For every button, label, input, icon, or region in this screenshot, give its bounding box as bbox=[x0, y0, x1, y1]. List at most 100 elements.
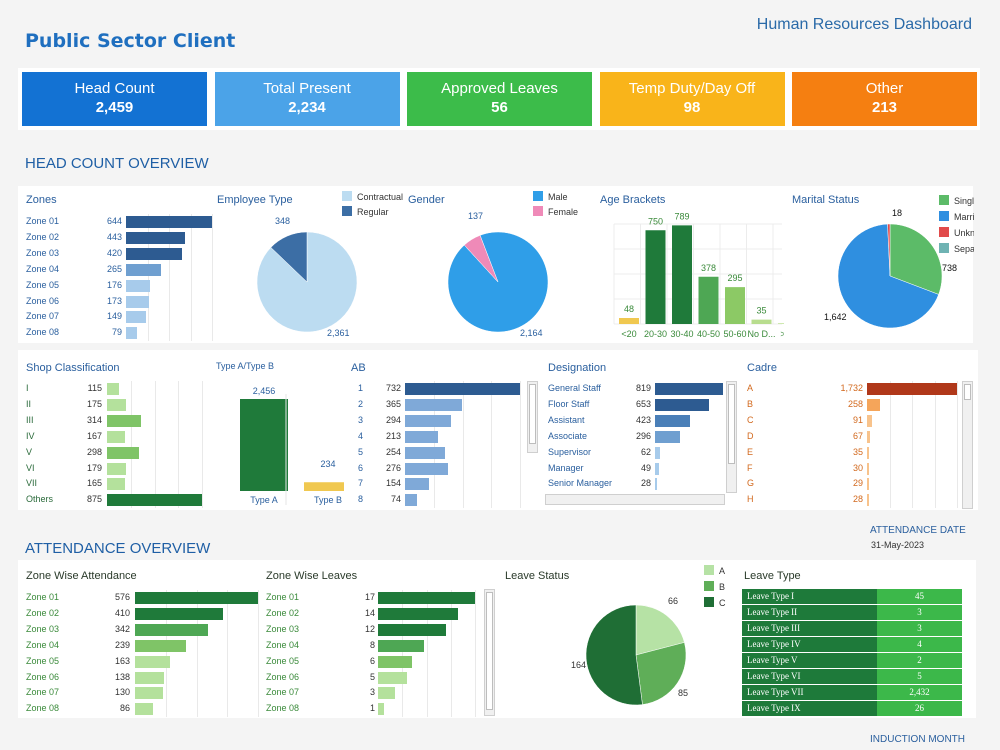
zones-row[interactable]: Zone 05 176 bbox=[26, 278, 216, 294]
leave-type-row[interactable]: Leave Type VII 2,432 bbox=[742, 685, 962, 701]
zone-leaves-scrollbar[interactable] bbox=[484, 589, 495, 716]
legend-item-single[interactable]: Single bbox=[939, 195, 974, 206]
legend-item-unknown[interactable]: Unknown bbox=[939, 227, 974, 238]
cadre-row[interactable]: D 67 bbox=[747, 429, 962, 445]
zones-row[interactable]: Zone 08 79 bbox=[26, 325, 216, 341]
shop-row[interactable]: V 298 bbox=[26, 445, 216, 461]
zone_leaves-row[interactable]: Zone 08 1 bbox=[266, 701, 484, 717]
zones-row[interactable]: Zone 03 420 bbox=[26, 246, 216, 262]
cadre-row[interactable]: G 29 bbox=[747, 476, 962, 492]
designation-scrollbar[interactable] bbox=[726, 381, 737, 493]
designation-row[interactable]: Assistant 423 bbox=[548, 413, 728, 429]
designation-row[interactable]: General Staff 819 bbox=[548, 381, 728, 397]
shop-row[interactable]: VII 165 bbox=[26, 476, 216, 492]
shop-row[interactable]: Others 875 bbox=[26, 492, 216, 508]
attendance-date-value[interactable]: 31-May-2023 bbox=[871, 540, 925, 550]
zone_att-row[interactable]: Zone 01 576 bbox=[26, 590, 258, 606]
zone_leaves-row[interactable]: Zone 06 5 bbox=[266, 670, 484, 686]
legend-item-male[interactable]: Male bbox=[533, 191, 568, 202]
cadre-row[interactable]: E 35 bbox=[747, 445, 962, 461]
zone_leaves-row[interactable]: Zone 04 8 bbox=[266, 638, 484, 654]
legend-item-married[interactable]: Married bbox=[939, 211, 974, 222]
age-bar[interactable] bbox=[672, 225, 692, 324]
ab-row[interactable]: 7 154 bbox=[358, 476, 528, 492]
leave-type-row[interactable]: Leave Type III 3 bbox=[742, 621, 962, 637]
age-bar[interactable] bbox=[778, 323, 784, 324]
zone_leaves-row[interactable]: Zone 05 6 bbox=[266, 654, 484, 670]
shop-row[interactable]: IV 167 bbox=[26, 429, 216, 445]
zones-row[interactable]: Zone 07 149 bbox=[26, 309, 216, 325]
leave-type-row[interactable]: Leave Type II 3 bbox=[742, 605, 962, 621]
zones-row[interactable]: Zone 02 443 bbox=[26, 230, 216, 246]
cadre-row[interactable]: H 28 bbox=[747, 492, 962, 508]
kpi-card-0[interactable]: Head Count 2,459 bbox=[22, 72, 207, 126]
zone_att-row[interactable]: Zone 06 138 bbox=[26, 670, 254, 686]
ab-row[interactable]: 2 365 bbox=[358, 397, 528, 413]
zone_att-row[interactable]: Zone 05 163 bbox=[26, 654, 254, 670]
legend-item-separated[interactable]: Separated bbox=[939, 243, 974, 254]
zone_att-row[interactable]: Zone 07 130 bbox=[26, 685, 254, 701]
ab-row[interactable]: 8 74 bbox=[358, 492, 528, 508]
legend-item-regular[interactable]: Regular bbox=[342, 206, 389, 217]
zone_leaves-row[interactable]: Zone 02 14 bbox=[266, 606, 484, 622]
designation-hscrollbar[interactable] bbox=[545, 494, 725, 505]
shop-row[interactable]: II 175 bbox=[26, 397, 216, 413]
zone_att-row[interactable]: Zone 03 342 bbox=[26, 622, 254, 638]
shop-row[interactable]: VI 179 bbox=[26, 461, 216, 477]
zones-row[interactable]: Zone 01 644 bbox=[26, 214, 216, 230]
zone_att-row[interactable]: Zone 04 239 bbox=[26, 638, 254, 654]
designation-row[interactable]: Supervisor 62 bbox=[548, 445, 728, 461]
designation-row[interactable]: Senior Manager 28 bbox=[548, 476, 728, 492]
ab-row[interactable]: 3 294 bbox=[358, 413, 528, 429]
kpi-card-1[interactable]: Total Present 2,234 bbox=[214, 72, 400, 126]
ab-row[interactable]: 4 213 bbox=[358, 429, 528, 445]
designation-row[interactable]: Floor Staff 653 bbox=[548, 397, 728, 413]
leave-type-row[interactable]: Leave Type VI 5 bbox=[742, 669, 962, 685]
shop-row[interactable]: I 115 bbox=[26, 381, 216, 397]
pie-slice-b[interactable] bbox=[635, 642, 687, 705]
ab-row[interactable]: 1 732 bbox=[358, 381, 528, 397]
leave-type-row[interactable]: Leave Type IV 4 bbox=[742, 637, 962, 653]
kpi-card-2[interactable]: Approved Leaves 56 bbox=[407, 72, 592, 126]
legend-item-a[interactable]: A bbox=[704, 565, 725, 576]
legend-item-female[interactable]: Female bbox=[533, 206, 578, 217]
cadre-row[interactable]: C 91 bbox=[747, 413, 962, 429]
ab-row[interactable]: 6 276 bbox=[358, 461, 528, 477]
designation-row[interactable]: Associate 296 bbox=[548, 429, 728, 445]
ab-row[interactable]: 5 254 bbox=[358, 445, 528, 461]
pie-slice-female[interactable] bbox=[463, 234, 499, 283]
zone_leaves-row[interactable]: Zone 01 17 bbox=[266, 590, 484, 606]
zone_leaves-row[interactable]: Zone 07 3 bbox=[266, 685, 484, 701]
type-bar[interactable] bbox=[304, 482, 344, 491]
pie-slice-unknown[interactable] bbox=[887, 223, 891, 277]
kpi-card-4[interactable]: Other 213 bbox=[792, 72, 977, 126]
cadre-row[interactable]: A 1,732 bbox=[747, 381, 962, 397]
zone_att-row[interactable]: Zone 08 86 bbox=[26, 701, 254, 717]
pie-slice-regular[interactable] bbox=[270, 231, 308, 283]
leave-type-row[interactable]: Leave Type IX 26 bbox=[742, 701, 962, 717]
zone_att-row[interactable]: Zone 02 410 bbox=[26, 606, 254, 622]
ab-scrollbar[interactable] bbox=[527, 381, 538, 453]
pie-slice-c[interactable] bbox=[585, 604, 643, 706]
kpi-card-3[interactable]: Temp Duty/Day Off 98 bbox=[599, 72, 785, 126]
pie-slice-married[interactable] bbox=[837, 223, 939, 329]
leave-type-row[interactable]: Leave Type I 45 bbox=[742, 589, 962, 605]
legend-item-contractual[interactable]: Contractual bbox=[342, 191, 403, 202]
age-bar[interactable] bbox=[645, 230, 666, 324]
cadre-row[interactable]: F 30 bbox=[747, 461, 962, 477]
age-bar[interactable] bbox=[698, 276, 719, 324]
zone_leaves-row[interactable]: Zone 03 12 bbox=[266, 622, 484, 638]
pie-slice-single[interactable] bbox=[889, 223, 943, 295]
legend-item-c[interactable]: C bbox=[704, 597, 726, 608]
zones-row[interactable]: Zone 04 265 bbox=[26, 262, 216, 278]
cadre-row[interactable]: B 258 bbox=[747, 397, 962, 413]
type-bar[interactable] bbox=[240, 399, 288, 491]
shop-row[interactable]: III 314 bbox=[26, 413, 216, 429]
zones-row[interactable]: Zone 06 173 bbox=[26, 294, 216, 310]
pie-slice-a[interactable] bbox=[635, 604, 685, 656]
legend-item-b[interactable]: B bbox=[704, 581, 725, 592]
age-bar[interactable] bbox=[619, 318, 639, 324]
cadre-scrollbar[interactable] bbox=[962, 381, 973, 509]
designation-row[interactable]: Manager 49 bbox=[548, 461, 728, 477]
